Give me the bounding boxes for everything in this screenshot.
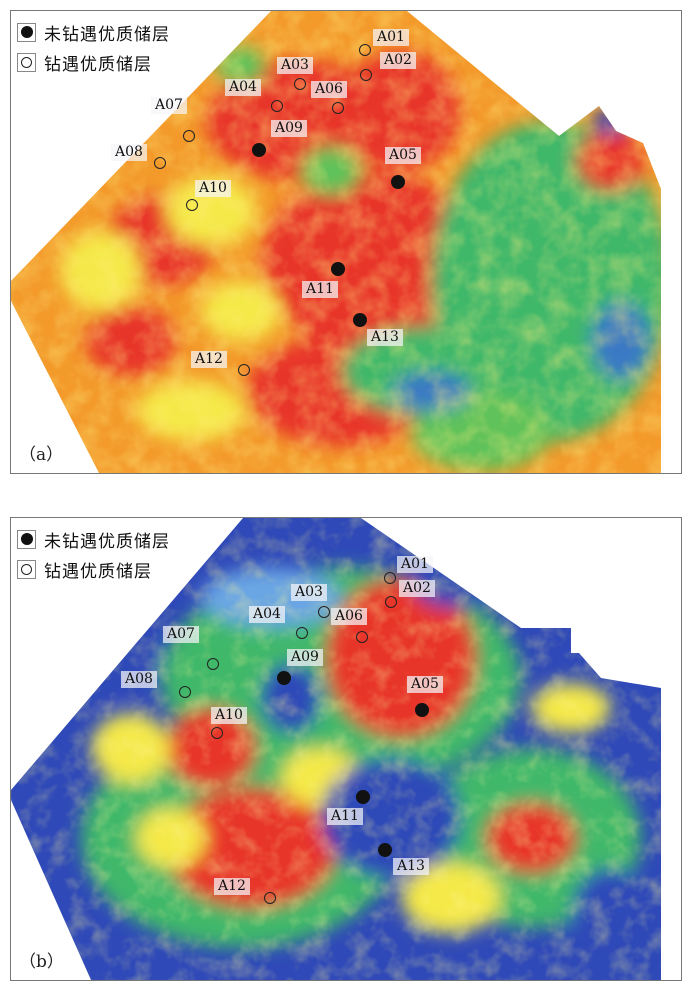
well-marker-a04 xyxy=(271,100,283,112)
well-label-a13: A13 xyxy=(393,858,429,875)
well-label-a08: A08 xyxy=(111,144,147,161)
panel-label-b: （b） xyxy=(19,952,64,972)
well-marker-a07 xyxy=(183,130,195,142)
well-label-a02: A02 xyxy=(399,580,435,597)
legend-item-drilled: 钻遇优质储层 xyxy=(17,554,170,584)
well-label-a03: A03 xyxy=(277,57,313,74)
legend-label-drilled: 钻遇优质储层 xyxy=(44,54,152,75)
filled-circle-icon xyxy=(17,529,36,549)
well-marker-a08 xyxy=(179,686,191,698)
well-marker-a03 xyxy=(318,606,330,618)
well-marker-a11 xyxy=(356,790,370,804)
well-label-a11: A11 xyxy=(302,281,338,298)
well-label-a08: A08 xyxy=(121,671,157,688)
well-label-a09: A09 xyxy=(271,120,307,137)
well-label-a01: A01 xyxy=(373,29,409,46)
panel-label-a: （a） xyxy=(19,445,64,465)
well-marker-a06 xyxy=(356,631,368,643)
well-label-a07: A07 xyxy=(151,97,187,114)
map-panel-a: 未钻遇优质储层 钻遇优质储层 A01 A02 A03 A04 A05 A06 A… xyxy=(10,10,682,474)
well-label-a13: A13 xyxy=(367,329,403,346)
legend-label-undrilled: 未钻遇优质储层 xyxy=(44,24,170,45)
legend-item-undrilled: 未钻遇优质储层 xyxy=(17,524,170,554)
well-label-a06: A06 xyxy=(311,81,347,98)
well-label-a01: A01 xyxy=(397,556,433,573)
filled-circle-icon xyxy=(17,22,36,42)
well-marker-a05 xyxy=(415,703,429,717)
map-panel-b: 未钻遇优质储层 钻遇优质储层 A01 A02 A03 A04 A05 A06 A… xyxy=(10,517,682,981)
well-marker-a05 xyxy=(391,175,405,189)
well-label-a05: A05 xyxy=(385,147,421,164)
well-label-a07: A07 xyxy=(163,626,199,643)
well-label-a06: A06 xyxy=(331,608,367,625)
well-label-a03: A03 xyxy=(291,584,327,601)
well-marker-a10 xyxy=(186,199,198,211)
well-marker-a13 xyxy=(353,313,367,327)
well-label-a05: A05 xyxy=(407,676,443,693)
well-marker-a13 xyxy=(378,843,392,857)
open-circle-icon xyxy=(17,52,36,72)
legend-item-drilled: 钻遇优质储层 xyxy=(17,47,170,77)
well-label-a09: A09 xyxy=(287,649,323,666)
well-marker-a12 xyxy=(264,892,276,904)
attribute-map-b xyxy=(11,518,661,980)
well-marker-a03 xyxy=(294,78,306,90)
well-marker-a11 xyxy=(331,262,345,276)
well-marker-a04 xyxy=(296,627,308,639)
well-marker-a12 xyxy=(238,364,250,376)
well-marker-a02 xyxy=(385,596,397,608)
well-label-a10: A10 xyxy=(211,707,247,724)
open-circle-icon xyxy=(17,559,36,579)
well-label-a12: A12 xyxy=(214,878,250,895)
well-label-a04: A04 xyxy=(249,606,285,623)
well-label-a02: A02 xyxy=(380,52,416,69)
well-marker-a01 xyxy=(359,44,371,56)
well-marker-a09 xyxy=(277,671,291,685)
legend-label-drilled: 钻遇优质储层 xyxy=(44,561,152,582)
well-marker-a10 xyxy=(211,727,223,739)
well-marker-a09 xyxy=(252,143,266,157)
well-marker-a06 xyxy=(332,102,344,114)
well-marker-a08 xyxy=(154,157,166,169)
well-label-a12: A12 xyxy=(191,351,227,368)
well-label-a10: A10 xyxy=(195,180,231,197)
well-marker-a07 xyxy=(207,658,219,670)
well-marker-a01 xyxy=(384,572,396,584)
well-label-a11: A11 xyxy=(327,808,363,825)
legend: 未钻遇优质储层 钻遇优质储层 xyxy=(17,524,170,584)
legend-label-undrilled: 未钻遇优质储层 xyxy=(44,531,170,552)
legend-item-undrilled: 未钻遇优质储层 xyxy=(17,17,170,47)
well-label-a04: A04 xyxy=(225,79,261,96)
well-marker-a02 xyxy=(360,69,372,81)
legend: 未钻遇优质储层 钻遇优质储层 xyxy=(17,17,170,77)
